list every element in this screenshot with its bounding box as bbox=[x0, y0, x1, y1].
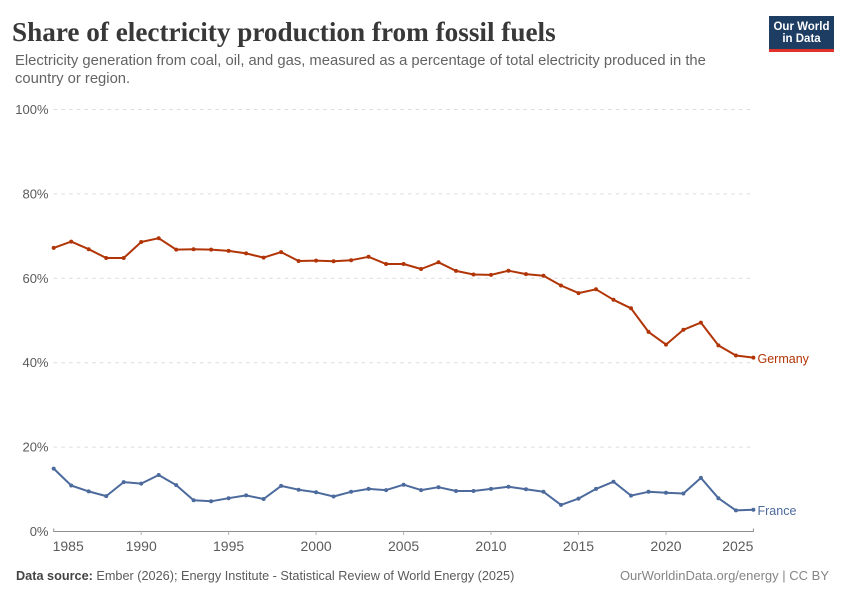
svg-text:100%: 100% bbox=[15, 102, 49, 117]
svg-text:2020: 2020 bbox=[650, 538, 681, 554]
svg-text:1990: 1990 bbox=[126, 538, 157, 554]
svg-text:2010: 2010 bbox=[475, 538, 506, 554]
svg-text:60%: 60% bbox=[22, 271, 48, 286]
svg-text:France: France bbox=[758, 504, 797, 518]
svg-text:Germany: Germany bbox=[758, 352, 810, 366]
svg-text:1995: 1995 bbox=[213, 538, 244, 554]
svg-text:2015: 2015 bbox=[563, 538, 594, 554]
svg-text:40%: 40% bbox=[22, 355, 48, 370]
svg-text:1985: 1985 bbox=[53, 538, 84, 554]
svg-text:80%: 80% bbox=[22, 186, 48, 201]
svg-text:2000: 2000 bbox=[301, 538, 332, 554]
svg-text:20%: 20% bbox=[22, 440, 48, 455]
svg-text:2025: 2025 bbox=[722, 538, 753, 554]
svg-text:0%: 0% bbox=[30, 524, 49, 539]
svg-text:2005: 2005 bbox=[388, 538, 419, 554]
